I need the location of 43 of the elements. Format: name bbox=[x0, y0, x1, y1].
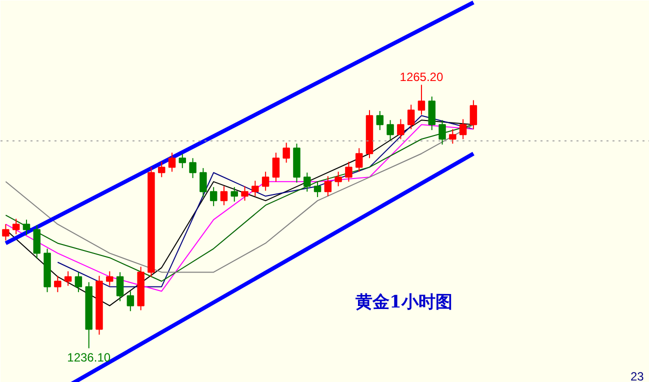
candlestick bbox=[158, 161, 166, 178]
candlestick bbox=[22, 219, 30, 236]
candlestick bbox=[386, 120, 394, 141]
candlestick bbox=[262, 171, 270, 192]
candlestick bbox=[428, 96, 436, 131]
candlestick bbox=[334, 171, 342, 187]
candlestick bbox=[230, 186, 238, 202]
candlestick bbox=[116, 272, 124, 302]
candlestick bbox=[314, 181, 322, 198]
candlestick bbox=[252, 180, 259, 197]
candlestick bbox=[200, 168, 207, 198]
candlestick bbox=[355, 148, 363, 172]
candlestick bbox=[189, 158, 196, 179]
text: 23 bbox=[630, 370, 644, 382]
candlestick bbox=[74, 272, 82, 293]
candlestick bbox=[345, 161, 352, 182]
candlestick bbox=[126, 290, 134, 312]
candlestick bbox=[33, 224, 40, 260]
candlestick bbox=[304, 172, 311, 192]
candlestick bbox=[407, 104, 415, 130]
candlestick bbox=[449, 128, 456, 144]
candlestick bbox=[64, 270, 72, 286]
candlestick bbox=[470, 100, 478, 130]
candlestick bbox=[106, 270, 114, 286]
annotation: 1236.10 bbox=[67, 350, 111, 364]
candlestick bbox=[54, 275, 62, 293]
annotation: 黄金1小时图 bbox=[354, 292, 452, 312]
annotation: 1265.20 bbox=[400, 70, 444, 84]
candlestick bbox=[324, 176, 332, 197]
candlestick bbox=[376, 110, 384, 131]
candlestick bbox=[12, 218, 20, 235]
candlestick bbox=[397, 118, 404, 140]
candlestick bbox=[168, 152, 176, 172]
candlestick bbox=[241, 186, 248, 202]
candlestick bbox=[210, 186, 218, 207]
candlestick bbox=[459, 118, 467, 140]
candlestick bbox=[282, 142, 290, 164]
candlestick bbox=[438, 120, 446, 146]
candlestick bbox=[178, 153, 186, 169]
candlestick bbox=[418, 84, 426, 116]
candlestick bbox=[2, 224, 10, 242]
candlestick bbox=[220, 186, 228, 206]
candlestick bbox=[272, 152, 280, 182]
